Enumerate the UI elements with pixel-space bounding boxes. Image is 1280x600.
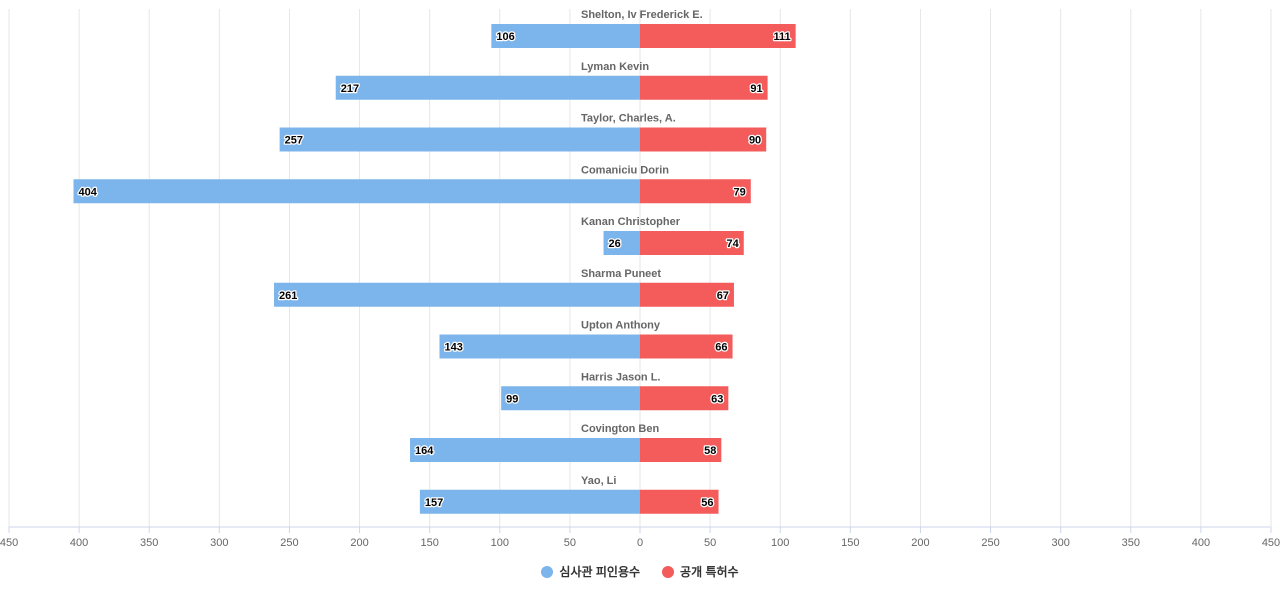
bar-patents[interactable]: [640, 179, 751, 204]
x-tick-label: 350: [140, 537, 158, 549]
data-label-patents: 111: [774, 31, 791, 43]
x-tick-label: 100: [491, 537, 509, 549]
x-axis: 450 400 350 300 250 200 150 100 50 0 50 100 150 200 25…: [0, 526, 1280, 549]
category-label: Yao, Li: [581, 475, 616, 487]
x-tick-label: 0: [637, 537, 643, 549]
category-label: Covington Ben: [581, 423, 659, 435]
x-tick-label: 200: [350, 537, 368, 549]
x-tick-label: 400: [70, 537, 88, 549]
x-tick-label: 400: [1192, 537, 1210, 549]
data-label-patents: 56: [701, 497, 713, 509]
bar-citations[interactable]: [335, 75, 640, 100]
data-label-citations: 257: [285, 135, 303, 147]
x-tick-label: 450: [1262, 537, 1280, 549]
bar-citations[interactable]: [501, 386, 640, 411]
x-tick-label: 200: [911, 537, 929, 549]
labels: Shelton, Iv Frederick E. 106 111 Lyman Kevi…: [77, 9, 792, 510]
data-label-citations: 143: [444, 342, 462, 354]
category-label: Lyman Kevin: [581, 61, 649, 73]
bar-patents[interactable]: [640, 127, 767, 152]
x-tick-label: 50: [564, 537, 576, 549]
bar-patents[interactable]: [640, 438, 722, 462]
legend-dot-patents: [662, 565, 675, 578]
bar-patents[interactable]: [640, 282, 734, 307]
diverging-bar-chart: Shelton, Iv Frederick E. 106 111 Lyman Kevi…: [0, 9, 1280, 549]
data-label-citations: 217: [341, 83, 359, 95]
x-tick-label: 50: [704, 537, 716, 549]
bar-patents[interactable]: [640, 75, 768, 100]
bar-patents[interactable]: [640, 334, 733, 359]
data-label-citations: 157: [425, 497, 443, 509]
x-tick-label: 300: [1051, 537, 1069, 549]
data-label-citations: 261: [279, 290, 297, 302]
data-label-patents: 79: [734, 186, 746, 198]
bar-citations[interactable]: [439, 334, 640, 359]
category-label: Comaniciu Dorin: [581, 164, 669, 176]
bar-citations[interactable]: [279, 127, 640, 152]
legend-item-patents[interactable]: 공개 특허수: [662, 563, 739, 580]
category-label: Taylor, Charles, A.: [581, 113, 676, 125]
x-tick-label: 100: [771, 537, 789, 549]
legend-label-patents: 공개 특허수: [680, 565, 739, 579]
x-tick-label: 150: [420, 537, 438, 549]
bar-patents[interactable]: [640, 386, 729, 411]
x-tick-label: 250: [280, 537, 298, 549]
bar-citations[interactable]: [603, 231, 640, 255]
bar-citations[interactable]: [274, 282, 640, 307]
x-tick-label: 300: [210, 537, 228, 549]
data-label-patents: 74: [727, 238, 740, 250]
x-tick-label: 350: [1122, 537, 1140, 549]
data-label-patents: 58: [704, 445, 716, 457]
category-label: Shelton, Iv Frederick E.: [581, 9, 703, 21]
x-tick-label: 450: [0, 537, 18, 549]
bar-patents[interactable]: [640, 489, 719, 514]
bars: [73, 24, 796, 514]
category-label: Harris Jason L.: [581, 371, 660, 383]
data-label-patents: 67: [717, 290, 729, 302]
data-label-patents: 90: [749, 135, 761, 147]
category-label: Sharma Puneet: [581, 268, 661, 280]
bar-patents[interactable]: [640, 231, 744, 255]
bar-citations[interactable]: [410, 438, 640, 462]
data-label-citations: 164: [415, 445, 434, 457]
legend-dot-citations: [541, 565, 554, 578]
category-label: Upton Anthony: [581, 320, 661, 332]
category-label: Kanan Christopher: [581, 216, 681, 228]
data-label-patents: 66: [715, 342, 727, 354]
bar-citations[interactable]: [491, 24, 640, 48]
data-label-citations: 99: [506, 393, 518, 405]
data-label-citations: 106: [496, 31, 514, 43]
data-label-patents: 63: [711, 393, 723, 405]
legend: 심사관 피인용수 공개 특허수: [0, 563, 1280, 580]
bar-patents[interactable]: [640, 24, 796, 48]
x-tick-label: 150: [841, 537, 859, 549]
data-label-patents: 91: [750, 83, 762, 95]
data-label-citations: 404: [79, 186, 98, 198]
legend-item-citations[interactable]: 심사관 피인용수: [541, 563, 640, 580]
x-tick-label: 250: [981, 537, 999, 549]
legend-label-citations: 심사관 피인용수: [559, 565, 641, 579]
bar-citations[interactable]: [419, 489, 640, 514]
data-label-citations: 26: [609, 238, 621, 250]
bar-citations[interactable]: [73, 179, 641, 204]
